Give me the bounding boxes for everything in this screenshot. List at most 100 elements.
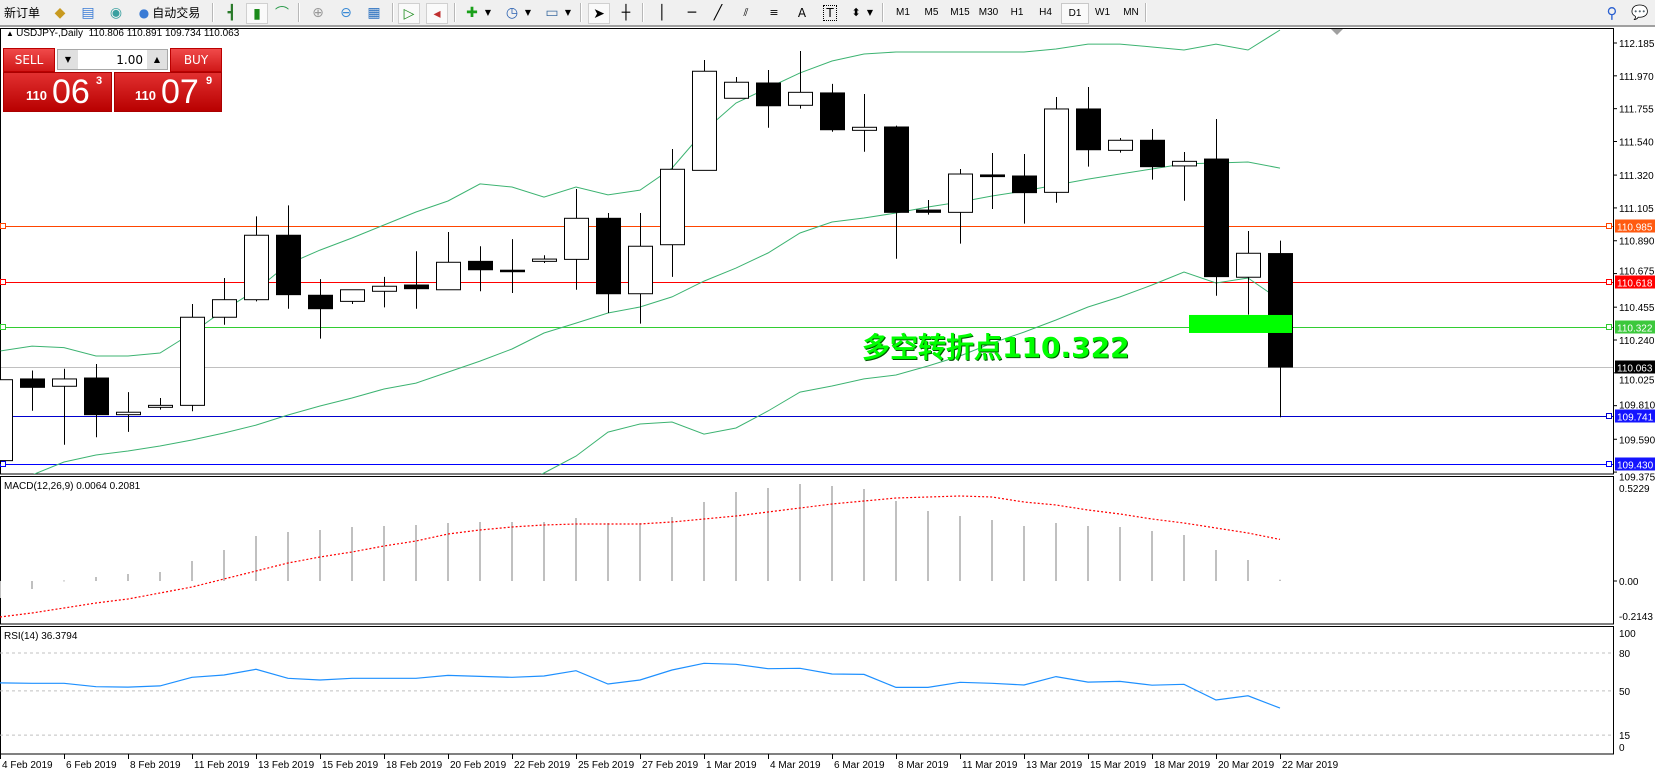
sell-price-fraction: 3 [96, 75, 103, 87]
candle-bull [1044, 108, 1069, 193]
candle-bull [116, 411, 141, 416]
chat-icon[interactable]: 💬 [1631, 4, 1649, 21]
cursor-icon[interactable]: ➤ [588, 3, 610, 24]
macd-histogram-bar [1215, 550, 1217, 581]
candle-bear [884, 126, 909, 213]
price-tick-label: 111.755 [1619, 105, 1654, 116]
buy-button[interactable]: BUY [170, 48, 222, 72]
candle-bull [340, 289, 365, 302]
candlestick-icon[interactable]: ▮ [246, 3, 268, 24]
rsi-label: RSI(14) 36.3794 [4, 631, 78, 642]
templates-icon[interactable]: ▭ [545, 4, 559, 21]
candle-bull [852, 126, 877, 131]
timeframe-h4[interactable]: H4 [1039, 7, 1052, 18]
timeframe-h1[interactable]: H1 [1010, 7, 1024, 18]
new-order-button[interactable]: 新订单 [2, 3, 42, 22]
text-label-icon[interactable]: T [820, 3, 840, 22]
timeframe-m15[interactable]: M15 [950, 7, 970, 18]
candle-bear [308, 294, 333, 310]
tile-windows-icon[interactable]: ▦ [367, 4, 381, 21]
macd-histogram-bar [991, 520, 993, 581]
signals-icon[interactable]: ◉ [109, 4, 123, 21]
price-tag-label: 110.985 [1617, 223, 1653, 234]
crosshair-icon[interactable]: ┼ [621, 4, 631, 21]
equidistant-channel-icon[interactable]: ⫽ [743, 5, 749, 19]
fibonacci-icon[interactable]: ≡ [769, 6, 779, 19]
macd-histogram-bar [671, 517, 673, 581]
arrows-icon[interactable]: ⬍ [851, 6, 861, 19]
date-label: 8 Mar 2019 [898, 760, 949, 771]
line-chart-icon[interactable]: ⌒ [275, 5, 289, 22]
price-tick-label: 110.890 [1619, 237, 1655, 248]
macd-tick-label: 0.5229 [1619, 484, 1650, 495]
candle-bear [820, 92, 845, 131]
sell-button[interactable]: SELL [3, 48, 55, 72]
candle-bull [724, 81, 749, 99]
periods-icon[interactable]: ◷ [505, 4, 519, 21]
market-watch-icon[interactable]: ◆ [54, 4, 66, 21]
zoom-out-icon[interactable]: ⊖ [340, 4, 352, 21]
vertical-line-icon[interactable]: │ [657, 4, 667, 21]
pivot-zone [1189, 314, 1292, 333]
candle-bull [788, 91, 813, 106]
timeframe-m30[interactable]: M30 [978, 7, 999, 18]
rsi-tick-label: 15 [1619, 731, 1631, 742]
bar-chart-icon[interactable]: ┫ [227, 4, 237, 21]
lot-stepper[interactable]: ▼ 1.00 ▲ [57, 49, 168, 70]
auto-trading-button[interactable]: ● 自动交易 [132, 3, 207, 22]
text-label-glyph: T [823, 4, 837, 21]
price-tick-label: 111.105 [1619, 204, 1654, 215]
price-tick-label: 111.320 [1619, 171, 1654, 182]
templates-dropdown[interactable]: ▼ [564, 8, 572, 17]
horizontal-line-icon[interactable]: ─ [687, 4, 697, 21]
macd-histogram-bar [1183, 535, 1185, 581]
lot-increase-icon[interactable]: ▲ [153, 55, 161, 64]
price-tag [1615, 360, 1655, 374]
date-label: 6 Feb 2019 [66, 760, 117, 771]
timeframe-d1[interactable]: D1 [1061, 3, 1089, 24]
candle-bull [1108, 139, 1133, 151]
trendline-icon[interactable]: ╱ [713, 4, 723, 21]
sell-price[interactable]: 110 06 3 [3, 72, 112, 112]
timeframe-w1[interactable]: W1 [1095, 7, 1110, 18]
timeframe-m5[interactable]: M5 [924, 7, 939, 18]
date-label: 6 Mar 2019 [834, 760, 885, 771]
rsi-pane-border [0, 626, 1614, 755]
macd-histogram-bar [511, 522, 513, 581]
date-label: 4 Feb 2019 [2, 760, 53, 771]
periods-dropdown[interactable]: ▼ [524, 8, 532, 17]
auto-scroll-icon[interactable]: ▷ [398, 3, 420, 24]
macd-histogram-bar [1023, 526, 1025, 581]
main-pane-border [0, 28, 1614, 475]
collapse-arrow-icon[interactable]: ▲ [6, 29, 17, 38]
search-icon[interactable]: ⚲ [1606, 3, 1618, 22]
macd-histogram-bar [1119, 527, 1121, 581]
new-chart-dropdown[interactable]: ▼ [484, 8, 492, 17]
macd-histogram-bar [1055, 523, 1057, 581]
date-label: 22 Feb 2019 [514, 760, 571, 771]
buy-price-prefix: 110 [135, 88, 156, 103]
auto-trading-label: 自动交易 [152, 6, 201, 20]
date-label: 15 Feb 2019 [322, 760, 379, 771]
lot-input[interactable]: 1.00 [78, 50, 147, 69]
buy-price[interactable]: 110 07 9 [114, 72, 222, 112]
navigator-icon[interactable]: ▤ [81, 4, 95, 21]
arrows-dropdown[interactable]: ▼ [866, 8, 874, 17]
text-icon[interactable]: A [792, 3, 812, 22]
candle-bear [1204, 158, 1229, 278]
price-tag [1615, 409, 1655, 423]
rsi-line [0, 662, 1281, 709]
lot-decrease-icon[interactable]: ▼ [64, 55, 72, 64]
macd-histogram-bar [479, 522, 481, 581]
timeframe-m1[interactable]: M1 [896, 7, 910, 18]
candle-bear [756, 82, 781, 107]
new-order-label: 新订单 [3, 6, 40, 20]
bollinger-lower [540, 271, 1281, 474]
chart-shift-icon[interactable]: ◂ [426, 3, 448, 24]
timeframe-mn[interactable]: MN [1123, 7, 1139, 18]
line-handle-right [1606, 279, 1612, 285]
new-chart-icon[interactable]: ✚ [466, 4, 478, 21]
rsi-tick-label: 50 [1619, 687, 1631, 698]
zoom-in-icon[interactable]: ⊕ [312, 4, 324, 21]
